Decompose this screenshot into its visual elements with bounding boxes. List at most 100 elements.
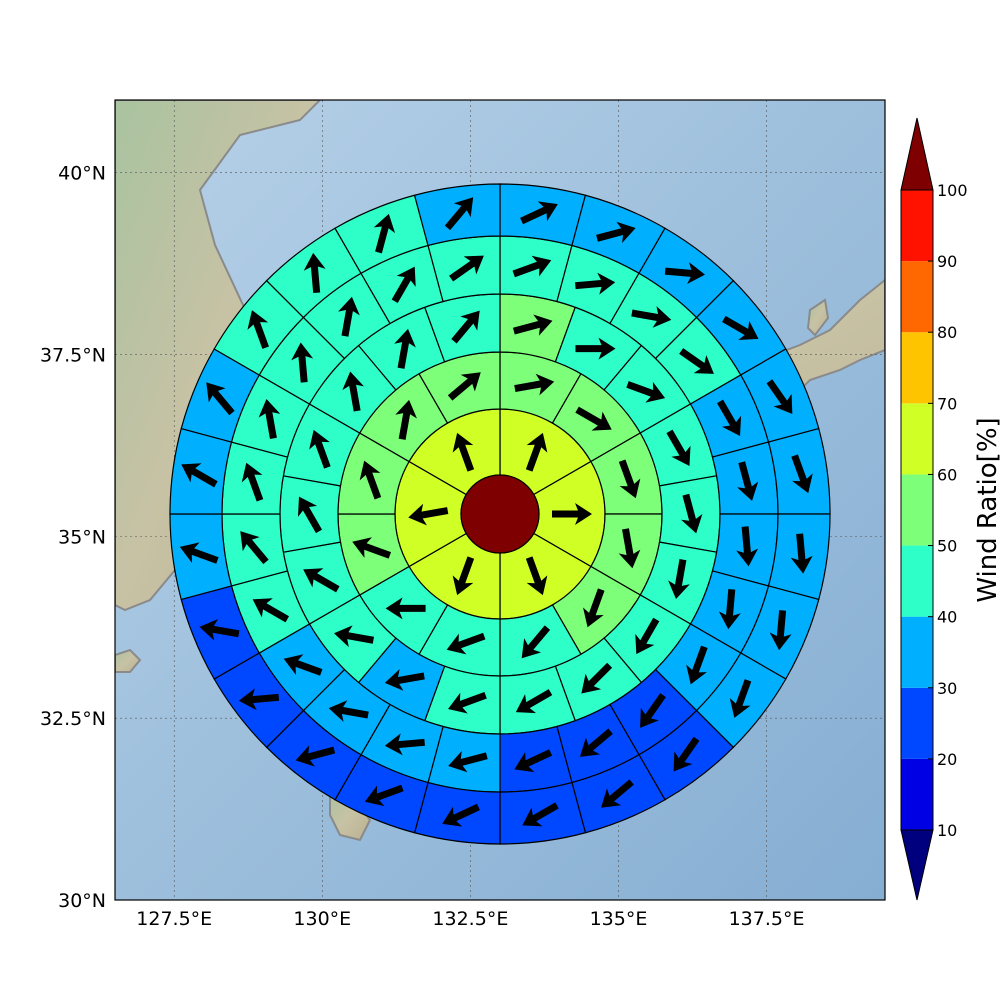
wind-arrow xyxy=(618,459,641,499)
wind-arrow xyxy=(790,533,813,574)
wind-arrow-shape xyxy=(359,460,382,500)
colorbar-tick-label: 40 xyxy=(937,608,957,627)
wind-arrow xyxy=(737,461,759,501)
wind-arrow xyxy=(448,751,488,773)
wind-arrow-shape xyxy=(664,262,705,285)
wind-arrow-shape xyxy=(373,213,396,254)
wind-arrow xyxy=(673,736,700,772)
colorbar: 10 20 30 40 50 60 70 80 90 100 xyxy=(900,117,968,901)
wind-arrow-shape xyxy=(252,598,290,623)
wind-arrow-shape xyxy=(385,597,426,620)
wind-arrow xyxy=(449,255,484,282)
wind-arrow-shape xyxy=(295,745,336,767)
wind-arrow-shape xyxy=(442,803,480,827)
colorbar-segment xyxy=(901,687,933,759)
wind-arrow xyxy=(618,528,641,569)
x-tick-label: 135°E xyxy=(590,908,648,930)
wind-arrow xyxy=(451,310,480,344)
wind-arrow-shape xyxy=(631,306,672,328)
wind-arrow xyxy=(442,803,480,827)
wind-arrow-shape xyxy=(640,693,666,728)
wind-arrow xyxy=(512,314,553,336)
wind-arrow xyxy=(352,537,392,559)
wind-arrow xyxy=(521,625,551,659)
wind-arrow-shape xyxy=(206,382,235,416)
wind-arrow xyxy=(512,255,552,278)
wind-arrow xyxy=(364,784,404,807)
colorbar-label: Wind Ratio[%] xyxy=(973,417,1000,602)
x-tick-label: 137.5°E xyxy=(729,908,805,930)
wind-arrow xyxy=(736,526,759,567)
wind-arrow-shape xyxy=(769,610,792,651)
wind-arrow-shape xyxy=(238,688,280,711)
wind-arrow xyxy=(395,399,417,440)
wind-arrow xyxy=(583,588,605,628)
wind-arrow xyxy=(241,462,264,502)
wind-arrow-shape xyxy=(717,399,742,437)
wind-arrow-shape xyxy=(673,736,700,772)
wind-arrow xyxy=(631,306,672,328)
wind-arrow xyxy=(640,693,666,728)
wind-arrow-shape xyxy=(736,526,759,567)
wind-arrow-shape xyxy=(452,432,475,472)
wind-arrow xyxy=(601,779,634,808)
wind-arrow xyxy=(291,342,314,383)
colorbar-tick-label: 30 xyxy=(937,679,957,698)
wind-arrow xyxy=(247,310,269,349)
center-cell xyxy=(460,474,540,554)
wind-arrow xyxy=(791,454,813,494)
wind-arrow-shape xyxy=(241,462,264,502)
wind-arrow xyxy=(575,272,616,295)
wind-arrow xyxy=(718,589,741,630)
colorbar-tick-label: 80 xyxy=(937,323,957,342)
wind-arrow xyxy=(520,201,558,225)
wind-arrow xyxy=(666,429,691,466)
wind-arrow-shape xyxy=(737,461,759,501)
colorbar-segment xyxy=(901,474,933,546)
wind-arrow-shape xyxy=(679,348,714,374)
colorbar-segment xyxy=(901,403,933,475)
wind-arrow xyxy=(338,296,360,337)
wind-arrow xyxy=(679,348,714,374)
wind-arrow xyxy=(238,688,280,711)
wind-arrow xyxy=(575,337,616,360)
wind-arrow xyxy=(328,700,369,722)
wind-arrow-shape xyxy=(199,618,240,641)
wind-arrow xyxy=(408,503,449,526)
wind-arrow xyxy=(240,531,269,565)
wind-arrow-shape xyxy=(686,645,708,685)
colorbar-segment xyxy=(901,545,933,617)
wind-arrow-shape xyxy=(384,669,425,691)
sector-layer xyxy=(169,183,831,845)
wind-arrow-shape xyxy=(333,625,374,648)
wind-arrow-shape xyxy=(722,315,759,340)
wind-arrow xyxy=(394,328,416,369)
wind-arrow-shape xyxy=(449,255,484,282)
wind-arrow xyxy=(522,802,559,827)
y-tick-label: 30°N xyxy=(58,890,106,912)
wind-arrow xyxy=(514,373,555,396)
wind-arrow-shape xyxy=(618,528,641,569)
x-tick-label: 127.5°E xyxy=(136,908,212,930)
wind-arrow xyxy=(452,556,475,596)
colorbar-segment xyxy=(901,616,933,688)
wind-arrow-shape xyxy=(552,503,592,525)
colorbar-tick-label: 50 xyxy=(937,537,957,556)
wind-arrow-shape xyxy=(448,691,487,714)
wind-arrow xyxy=(579,728,613,757)
colorbar-segment xyxy=(901,261,933,333)
wind-arrow-shape xyxy=(512,255,552,278)
wind-arrow-shape xyxy=(512,314,553,336)
wind-arrow-shape xyxy=(601,779,634,808)
wind-arrow-shape xyxy=(444,197,474,231)
wind-arrow xyxy=(359,460,382,500)
wind-arrow xyxy=(515,689,553,714)
wind-arrow xyxy=(258,399,281,440)
wind-arrow-shape xyxy=(181,463,218,488)
colorbar-segment xyxy=(901,190,933,262)
wind-arrow-shape xyxy=(283,654,323,676)
wind-arrow xyxy=(448,691,487,714)
colorbar-tick-label: 90 xyxy=(937,252,957,271)
wind-arrow xyxy=(373,213,396,254)
wind-arrow-shape xyxy=(521,625,551,659)
